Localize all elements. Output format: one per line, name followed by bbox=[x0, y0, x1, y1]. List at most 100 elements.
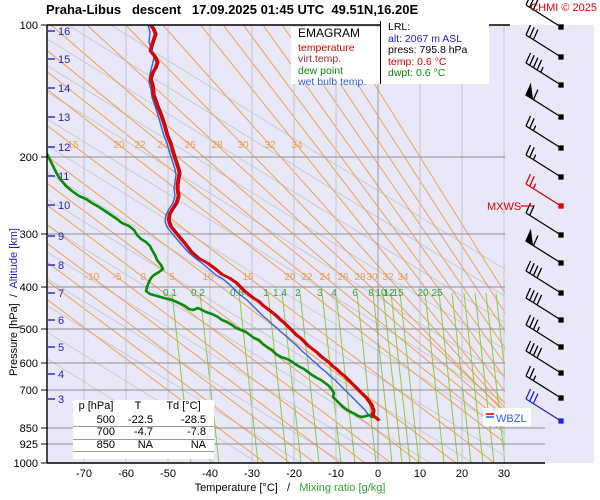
wbzl-box bbox=[483, 408, 531, 426]
wind-barb-feather bbox=[525, 115, 532, 127]
wind-barb bbox=[525, 0, 564, 30]
table-row: 700 -4.7 -7.8 bbox=[73, 426, 214, 440]
dry-adiabat-line bbox=[281, 25, 505, 349]
dry-adiabat-line bbox=[262, 25, 505, 365]
legend-item-temperature: temperature bbox=[298, 41, 355, 54]
wind-barb-feather bbox=[525, 173, 532, 185]
adiabat-value-label: 20 bbox=[113, 140, 125, 151]
mixing-ratio-line bbox=[238, 292, 259, 463]
pressure-tick-label: 500 bbox=[20, 324, 38, 336]
altitude-tick-label: 14 bbox=[58, 83, 70, 95]
dew-point-curve bbox=[47, 151, 374, 419]
y-axis-title-altitude: Altitude [km] bbox=[8, 228, 20, 289]
temperature-tick-label: -70 bbox=[76, 468, 92, 480]
y-axis-title: Pressure [hPa] / Altitude [km] bbox=[8, 228, 20, 376]
wind-barb-shaft bbox=[525, 270, 562, 294]
altitude-tick-label: 10 bbox=[58, 200, 70, 212]
wind-barb-dot bbox=[558, 317, 564, 323]
wind-barb bbox=[525, 228, 564, 266]
wind-barb-feather bbox=[532, 0, 539, 10]
wind-barb-feather bbox=[529, 368, 535, 379]
mixing-ratio-line bbox=[299, 292, 320, 463]
temperature-tick-label: 10 bbox=[414, 468, 426, 480]
wind-barb-shaft bbox=[525, 212, 562, 236]
mixing-ratio-line bbox=[390, 292, 411, 463]
wet-adiabat-line bbox=[47, 64, 505, 351]
x-axis-title: Temperature [°C] / Mixing ratio [g/kg] bbox=[194, 482, 386, 494]
adiabat-value-label: 22 bbox=[134, 140, 146, 151]
mixing-ratio-value-label: 0.2 bbox=[191, 288, 205, 299]
mixing-ratio-value-label: 2 bbox=[295, 288, 301, 299]
sounding-table: p [hPa] T Td [°C] 500 -22.5 -28.5 700 -4… bbox=[73, 400, 214, 459]
wind-barb-shaft bbox=[525, 4, 562, 28]
mixing-ratio-value-label: 15 bbox=[392, 288, 404, 299]
dry-adiabat-line bbox=[242, 25, 505, 380]
adiabat-value-label: 34 bbox=[397, 272, 409, 283]
wind-barb bbox=[525, 173, 564, 209]
wbzl-label: WBZL bbox=[496, 413, 527, 425]
adiabat-value-label: 32 bbox=[264, 140, 276, 151]
wet-adiabat-line bbox=[67, 25, 505, 297]
wind-barb-shaft bbox=[525, 183, 562, 207]
adiabat-value-label: 24 bbox=[319, 272, 331, 283]
mixing-ratio-line bbox=[382, 292, 403, 463]
wind-barb bbox=[525, 260, 564, 296]
wind-barb-dot bbox=[558, 232, 564, 238]
lrl-temperature: temp: 0.6 °C bbox=[388, 55, 447, 68]
wind-barb-dot bbox=[558, 54, 564, 60]
mixing-ratio-line bbox=[474, 292, 495, 463]
adiabat-value-label: 0 bbox=[140, 272, 146, 283]
wind-barb-feather bbox=[529, 343, 535, 354]
adiabat-value-label: -10 bbox=[85, 272, 100, 283]
temperature-curve bbox=[148, 25, 380, 422]
wind-barb-feather bbox=[532, 57, 539, 68]
wind-barb-feather bbox=[525, 287, 532, 299]
wind-barb-feather bbox=[532, 29, 539, 40]
wind-barb-feather bbox=[532, 292, 539, 303]
mixing-ratio-value-label: 1 bbox=[263, 288, 269, 299]
mixing-ratio-line bbox=[267, 292, 288, 463]
wind-barb-feather bbox=[525, 52, 532, 64]
wind-barb-dot bbox=[558, 418, 564, 424]
wind-barb-half-feather bbox=[532, 125, 537, 131]
wind-barb-half-feather bbox=[532, 183, 537, 189]
wet-bulb-curve bbox=[147, 25, 374, 418]
wind-barb-dot bbox=[558, 145, 564, 151]
lrl-pressure: press: 795.8 hPa bbox=[388, 44, 468, 56]
wind-barb bbox=[525, 52, 564, 88]
wind-barb-feather bbox=[529, 0, 534, 8]
wind-barb-feather bbox=[532, 89, 539, 100]
mixing-ratio-line bbox=[438, 292, 459, 463]
wind-barb bbox=[525, 388, 564, 424]
pressure-tick-label: 1000 bbox=[14, 458, 38, 470]
wind-barb bbox=[525, 365, 564, 401]
pressure-tick-label: 700 bbox=[20, 385, 38, 397]
mixing-ratio-line bbox=[281, 292, 302, 463]
wind-barb-feather bbox=[525, 365, 532, 377]
wind-barb-feather bbox=[532, 265, 539, 276]
wind-barb-feather bbox=[525, 202, 532, 214]
adiabat-value-label: 32 bbox=[382, 272, 394, 283]
wind-barb-feather bbox=[529, 27, 535, 38]
legend-title: EMAGRAM bbox=[298, 26, 361, 40]
legend-item-virt-temp: virt.temp. bbox=[298, 53, 342, 65]
wind-barb bbox=[525, 144, 564, 180]
table-header: p [hPa] T Td [°C] bbox=[78, 400, 201, 412]
adiabat-value-label: 24 bbox=[157, 140, 169, 151]
mixing-ratio-line bbox=[399, 292, 420, 463]
wind-barb-feather bbox=[529, 118, 535, 129]
altitude-tick-label: 15 bbox=[58, 54, 70, 66]
wind-barb-feather bbox=[532, 319, 539, 330]
wind-barb-half-feather bbox=[532, 154, 537, 160]
altitude-tick-label: 6 bbox=[58, 315, 64, 327]
wind-barb-shaft bbox=[525, 154, 562, 178]
wind-barb-shaft bbox=[525, 125, 562, 149]
pressure-tick-label: 925 bbox=[20, 439, 38, 451]
altitude-tick-label: 16 bbox=[58, 26, 70, 38]
wind-barb-feather bbox=[529, 147, 535, 158]
mixing-ratio-line bbox=[424, 292, 445, 463]
mixing-ratio-line bbox=[372, 292, 393, 463]
wind-barb bbox=[525, 202, 564, 238]
wind-barb-shaft bbox=[525, 375, 562, 399]
